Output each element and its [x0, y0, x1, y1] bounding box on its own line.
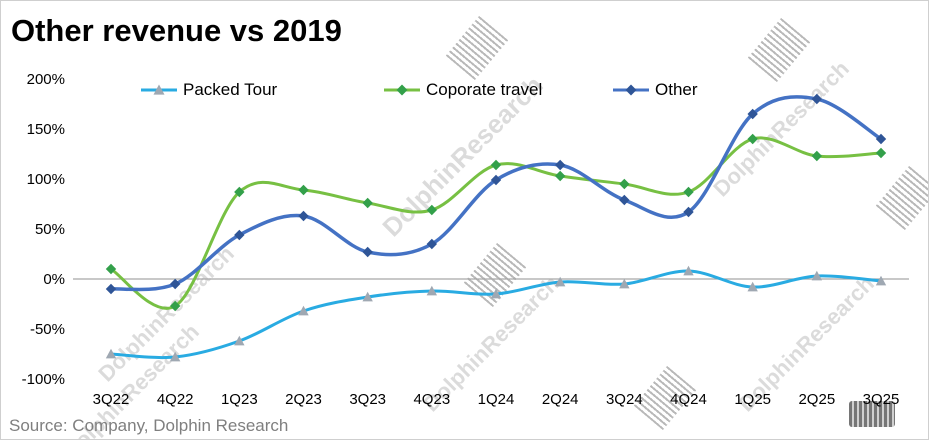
- legend-label-packed-tour: Packed Tour: [183, 80, 278, 99]
- series-marker-coporate-travel: [426, 204, 438, 216]
- source-note: Source: Company, Dolphin Research: [9, 416, 289, 435]
- legend-label-other: Other: [655, 80, 698, 99]
- series-marker-packed-tour: [683, 265, 694, 276]
- series-marker-packed-tour: [426, 285, 438, 296]
- legend-marker-other: [613, 84, 649, 96]
- y-axis-tick-label: 0%: [43, 271, 65, 288]
- legend-marker-packed-tour: [141, 84, 177, 95]
- series-line-other: [109, 95, 883, 292]
- series-marker-coporate-travel: [298, 184, 309, 196]
- series-marker-coporate-travel: [875, 147, 887, 159]
- series-marker-coporate-travel: [490, 159, 502, 171]
- y-axis-tick-label: 100%: [27, 171, 65, 188]
- series-marker-coporate-travel: [362, 197, 373, 209]
- y-axis-tick-label: 200%: [27, 71, 65, 88]
- legend-marker-coporate-travel: [384, 84, 420, 96]
- series-marker-packed-tour: [554, 276, 566, 287]
- x-axis-tick-label: 3Q23: [349, 391, 386, 408]
- series-marker-other: [426, 238, 438, 250]
- series-marker-coporate-travel: [811, 150, 823, 162]
- x-axis-tick-label: 3Q25: [863, 391, 900, 408]
- y-axis-tick-label: -50%: [30, 321, 65, 338]
- legend-label-coporate-travel: Coporate travel: [426, 80, 543, 99]
- x-axis-tick-label: 2Q23: [285, 391, 322, 408]
- series-marker-coporate-travel: [554, 170, 566, 182]
- series-marker-packed-tour: [875, 275, 887, 286]
- series-marker-coporate-travel: [105, 263, 117, 275]
- chart-title: Other revenue vs 2019: [11, 13, 342, 48]
- series-marker-other: [362, 246, 373, 258]
- series-marker-other: [683, 206, 694, 218]
- series-marker-packed-tour: [619, 278, 630, 289]
- y-axis-tick-label: 150%: [27, 121, 65, 138]
- series-marker-other: [811, 93, 823, 105]
- series-marker-coporate-travel: [169, 300, 181, 312]
- legend-item-coporate-travel: Coporate travel: [384, 80, 542, 100]
- series-marker-other: [298, 210, 309, 222]
- series-marker-coporate-travel: [619, 178, 630, 190]
- series-marker-other: [234, 229, 245, 241]
- series-marker-other: [169, 278, 181, 290]
- x-axis-tick-label: 3Q22: [93, 391, 130, 408]
- x-axis-tick-label: 1Q23: [221, 391, 258, 408]
- series-marker-other: [554, 159, 566, 171]
- series-marker-coporate-travel: [683, 186, 694, 198]
- x-axis-tick-label: 4Q24: [670, 391, 707, 408]
- series-marker-packed-tour: [234, 335, 245, 346]
- series-marker-packed-tour: [169, 351, 181, 362]
- legend-item-packed-tour: Packed Tour: [141, 80, 277, 100]
- series-marker-other: [490, 174, 502, 186]
- series-marker-other: [105, 283, 117, 295]
- series-marker-other: [619, 194, 630, 206]
- series-marker-other: [875, 133, 887, 145]
- x-axis-tick-label: 3Q24: [606, 391, 643, 408]
- x-axis-tick-label: 2Q24: [542, 391, 579, 408]
- x-axis-tick-label: 1Q24: [478, 391, 515, 408]
- series-marker-other: [747, 108, 758, 120]
- series-marker-packed-tour: [105, 348, 117, 359]
- series-line-packed-tour: [109, 269, 883, 360]
- x-axis-tick-label: 2Q25: [798, 391, 835, 408]
- series-marker-packed-tour: [362, 291, 373, 302]
- series-marker-coporate-travel: [234, 186, 245, 198]
- series-marker-packed-tour: [298, 305, 309, 316]
- x-axis-tick-label: 1Q25: [734, 391, 771, 408]
- series-marker-packed-tour: [490, 288, 502, 299]
- x-axis-tick-label: 4Q23: [413, 391, 450, 408]
- series-marker-coporate-travel: [747, 133, 758, 145]
- legend-item-other: Other: [613, 80, 698, 100]
- y-axis-tick-label: 50%: [35, 221, 65, 238]
- chart-legend: Packed Tour Coporate travel Other: [1, 80, 928, 102]
- y-axis-tick-label: -100%: [22, 371, 65, 388]
- series-marker-packed-tour: [811, 270, 823, 281]
- series-marker-packed-tour: [747, 281, 758, 292]
- x-axis-tick-label: 4Q22: [157, 391, 194, 408]
